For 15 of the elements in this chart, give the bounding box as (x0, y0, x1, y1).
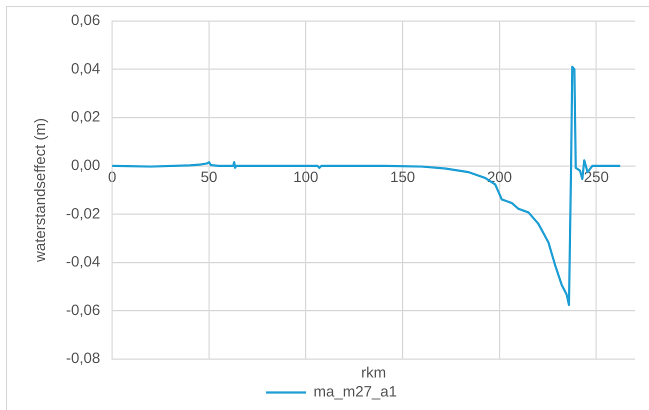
y-tick-label: 0,00 (70, 157, 100, 174)
y-tick-label: 0,06 (70, 12, 100, 30)
x-tick-label: 150 (390, 169, 416, 186)
y-tick-label: 0,04 (70, 60, 100, 78)
y-axis-title: waterstandseffect (m) (32, 118, 50, 263)
x-tick-label: 50 (200, 169, 218, 186)
x-tick-label: 250 (584, 169, 609, 186)
x-tick-label: 100 (293, 169, 318, 186)
x-axis-title: rkm (361, 364, 386, 382)
y-tick-label: -0,06 (66, 302, 100, 319)
legend-label: ma_m27_a1 (314, 384, 397, 401)
y-tick-label: -0,02 (66, 205, 100, 222)
y-tick-label: -0,08 (66, 350, 100, 368)
y-tick-label: -0,04 (66, 254, 100, 271)
y-tick-label: 0,02 (70, 108, 100, 126)
